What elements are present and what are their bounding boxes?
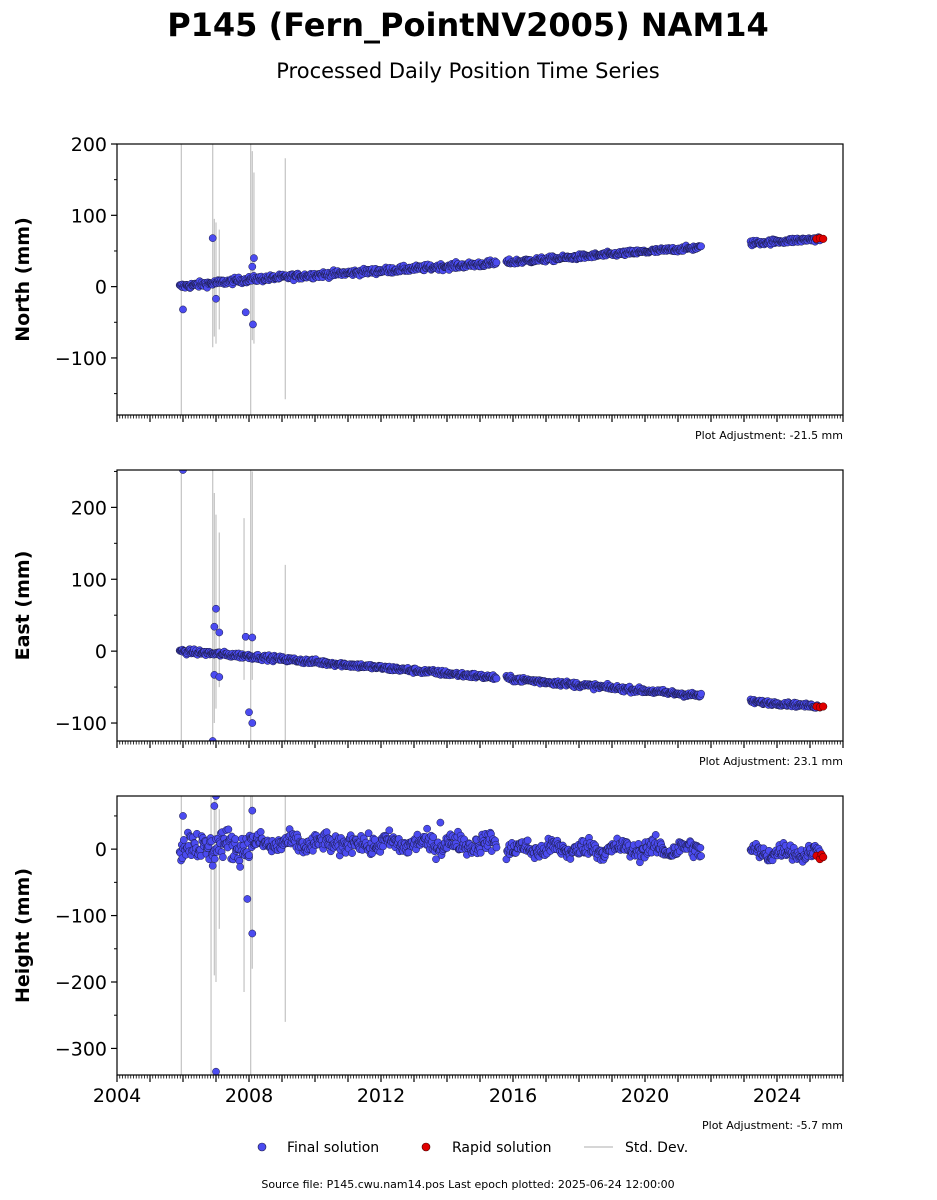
final-point xyxy=(179,836,188,844)
final-outlier xyxy=(212,294,220,303)
final-outlier xyxy=(210,622,219,631)
final-outlier xyxy=(248,806,257,815)
rapid-point xyxy=(819,853,828,862)
plot-adjustment: Plot Adjustment: -21.5 mm xyxy=(695,429,843,442)
x-tick-label: 2012 xyxy=(357,1085,405,1107)
panel-east: −100 0 100 200 East (mm) Plot Adjustment: 23.… xyxy=(12,469,844,768)
plot-area xyxy=(175,144,828,415)
y-tick-label: 0 xyxy=(95,277,107,299)
final-point xyxy=(476,848,485,857)
final-outlier xyxy=(179,812,187,820)
figure-subtitle: Processed Daily Position Time Series xyxy=(276,59,660,83)
legend-final-label: Final solution xyxy=(287,1140,379,1156)
final-point xyxy=(224,825,233,834)
final-outlier xyxy=(248,929,257,938)
final-point xyxy=(231,835,240,843)
axes-frame xyxy=(116,469,844,742)
y-tick-label: −200 xyxy=(55,972,107,994)
final-point xyxy=(256,828,265,836)
legend-stddev-label: Std. Dev. xyxy=(625,1140,688,1156)
y-tick-label: 0 xyxy=(95,641,107,663)
y-tick-label: 0 xyxy=(95,839,107,861)
rapid-point xyxy=(819,234,828,243)
final-point xyxy=(429,833,438,841)
y-tick-label: 100 xyxy=(71,569,107,591)
final-point xyxy=(423,824,431,833)
final-point xyxy=(696,843,705,852)
y-tick-label: −100 xyxy=(55,713,107,735)
final-point xyxy=(651,831,660,839)
final-outlier xyxy=(215,673,224,681)
x-tick-label: 2004 xyxy=(93,1085,141,1107)
final-point xyxy=(697,689,705,698)
final-outlier xyxy=(241,632,250,641)
plot-area xyxy=(175,796,828,1075)
final-outlier xyxy=(208,737,217,741)
final-point xyxy=(364,829,373,838)
rapid-point xyxy=(819,702,828,711)
y-axis-label: East (mm) xyxy=(12,551,34,661)
final-point xyxy=(492,258,501,267)
final-point xyxy=(236,863,244,871)
final-outlier xyxy=(179,470,187,474)
final-outlier xyxy=(179,305,187,314)
y-tick-label: −100 xyxy=(55,906,107,928)
plot-adjustment: Plot Adjustment: 23.1 mm xyxy=(699,755,843,768)
panel-north: −100 0 100 200 North (mm) Plot Adjustment: -2… xyxy=(12,134,844,442)
x-tick-label: 2024 xyxy=(753,1085,801,1107)
y-tick-label: 100 xyxy=(71,205,107,227)
footer-source: Source file: P145.cwu.nam14.pos Last epo… xyxy=(261,1178,674,1191)
final-point xyxy=(210,855,219,863)
final-point xyxy=(432,855,440,864)
y-axis-label: Height (mm) xyxy=(12,868,34,1003)
final-point xyxy=(523,836,532,845)
final-outlier xyxy=(212,1067,220,1075)
final-point xyxy=(492,843,501,852)
final-outlier xyxy=(212,604,220,613)
y-tick-label: −300 xyxy=(55,1038,107,1060)
y-tick-label: 200 xyxy=(71,134,107,156)
x-tick-label: 2008 xyxy=(225,1085,273,1107)
final-outlier xyxy=(210,802,219,810)
final-outlier xyxy=(248,262,257,271)
final-outlier xyxy=(248,633,257,642)
y-tick-label: −100 xyxy=(55,348,107,370)
final-outlier xyxy=(215,628,224,637)
figure-title: P145 (Fern_PointNV2005) NAM14 xyxy=(167,6,769,44)
final-point xyxy=(348,849,356,857)
final-point xyxy=(697,852,705,860)
legend: Final solution Rapid solution Std. Dev. xyxy=(257,1140,688,1156)
final-point xyxy=(385,826,394,835)
legend-rapid-label: Rapid solution xyxy=(452,1140,552,1156)
final-outlier xyxy=(245,708,253,717)
final-point xyxy=(245,851,253,860)
final-outlier xyxy=(208,234,217,242)
final-point xyxy=(492,674,501,683)
y-tick-label: 200 xyxy=(71,497,107,519)
x-tick-label: 2020 xyxy=(621,1085,669,1107)
x-tick-label: 2016 xyxy=(489,1085,537,1107)
final-outlier xyxy=(248,719,257,727)
y-axis-label: North (mm) xyxy=(12,217,34,342)
panels: −100 0 100 200 North (mm) Plot Adjustment: -2… xyxy=(12,134,844,1132)
final-outlier xyxy=(249,320,257,329)
plot-area xyxy=(175,470,828,741)
final-outlier xyxy=(241,308,250,317)
plot-adjustment: Plot Adjustment: -5.7 mm xyxy=(702,1119,843,1132)
final-outlier xyxy=(436,818,445,827)
legend-rapid-marker xyxy=(421,1142,431,1152)
final-outlier xyxy=(243,895,252,903)
final-point xyxy=(697,242,705,251)
final-outlier xyxy=(208,861,217,870)
final-point xyxy=(219,853,227,862)
panel-height: −300 −200 −100 0 2004 2008 2012 2016 2020 2024 Hei… xyxy=(12,795,844,1132)
final-outlier xyxy=(250,254,258,262)
legend-final-marker xyxy=(257,1142,267,1152)
